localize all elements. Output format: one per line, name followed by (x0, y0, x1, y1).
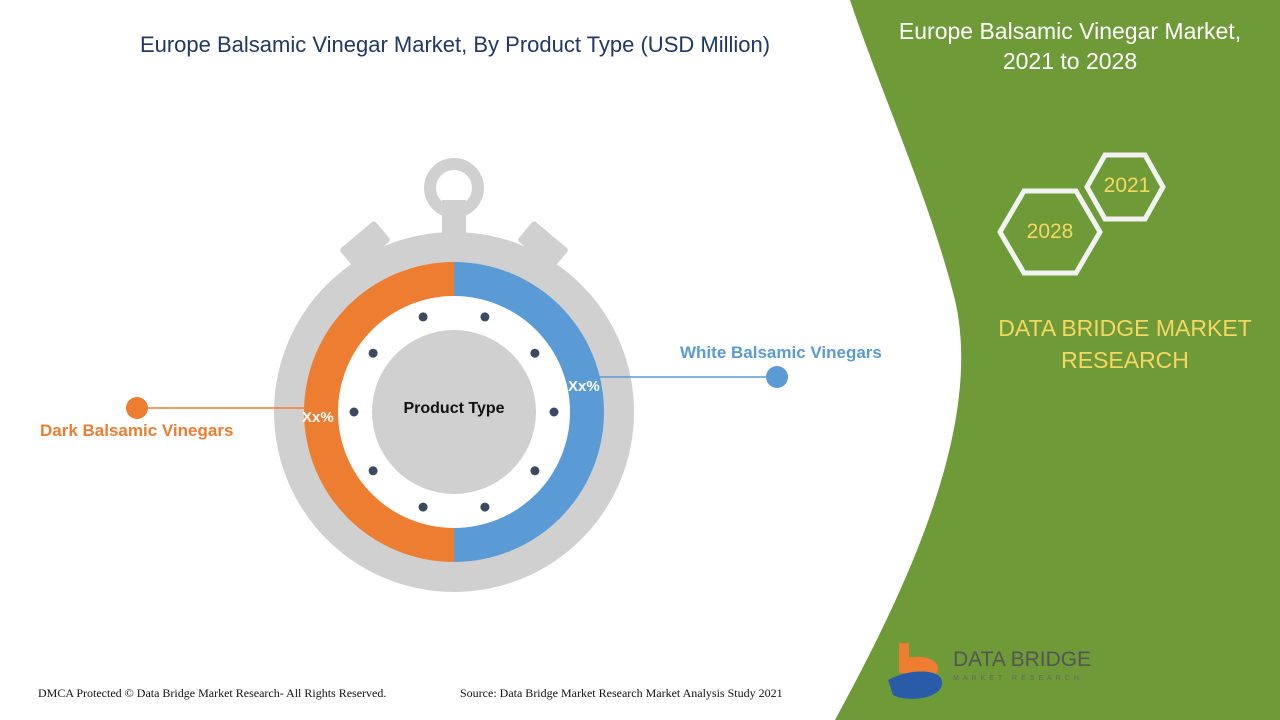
logo-name: DATA BRIDGE (953, 648, 1092, 671)
year-hexagons (997, 152, 1166, 276)
dial-dot (530, 466, 540, 476)
data-label-dark: Xx% (302, 409, 334, 426)
panel-title-line1: Europe Balsamic Vinegar Market, (898, 18, 1242, 44)
brand-line2: RESEARCH (1061, 347, 1189, 373)
dial-dot (418, 502, 428, 512)
green-panel (835, 0, 1280, 720)
panel-title-line2: 2021 to 2028 (1002, 48, 1138, 74)
dial-dot (480, 312, 490, 322)
data-label-white: Xx% (568, 378, 600, 395)
dial-dot (368, 466, 378, 476)
stopwatch (274, 158, 634, 592)
dial-dot (349, 407, 359, 417)
brand-text: DATA BRIDGE MARKET RESEARCH (980, 312, 1270, 376)
source: Source: Data Bridge Market Research Mark… (460, 686, 783, 700)
dial-dot (418, 312, 428, 322)
logo-tagline: MARKET RESEARCH (953, 675, 1083, 682)
legend-dark-balsamic: Dark Balsamic Vinegars (40, 421, 234, 440)
year-end: 2028 (1026, 220, 1074, 243)
logo-icon (888, 643, 943, 699)
panel-title: Europe Balsamic Vinegar Market, 2021 to 2… (870, 16, 1270, 76)
dial-dot (480, 502, 490, 512)
chart-title: Europe Balsamic Vinegar Market, By Produ… (139, 32, 771, 57)
leader-dot-dark (126, 397, 148, 419)
legend-white-balsamic: White Balsamic Vinegars (680, 343, 882, 362)
dial-dots (349, 312, 559, 512)
copyright: DMCA Protected © Data Bridge Market Rese… (38, 686, 387, 700)
brand-line1: DATA BRIDGE MARKET (998, 315, 1252, 341)
dial-dot (368, 348, 378, 358)
year-start: 2021 (1103, 174, 1151, 197)
dial-dot (549, 407, 559, 417)
center-label: Product Type (403, 400, 505, 417)
dial-dot (530, 348, 540, 358)
leader-dot-white (766, 366, 788, 388)
